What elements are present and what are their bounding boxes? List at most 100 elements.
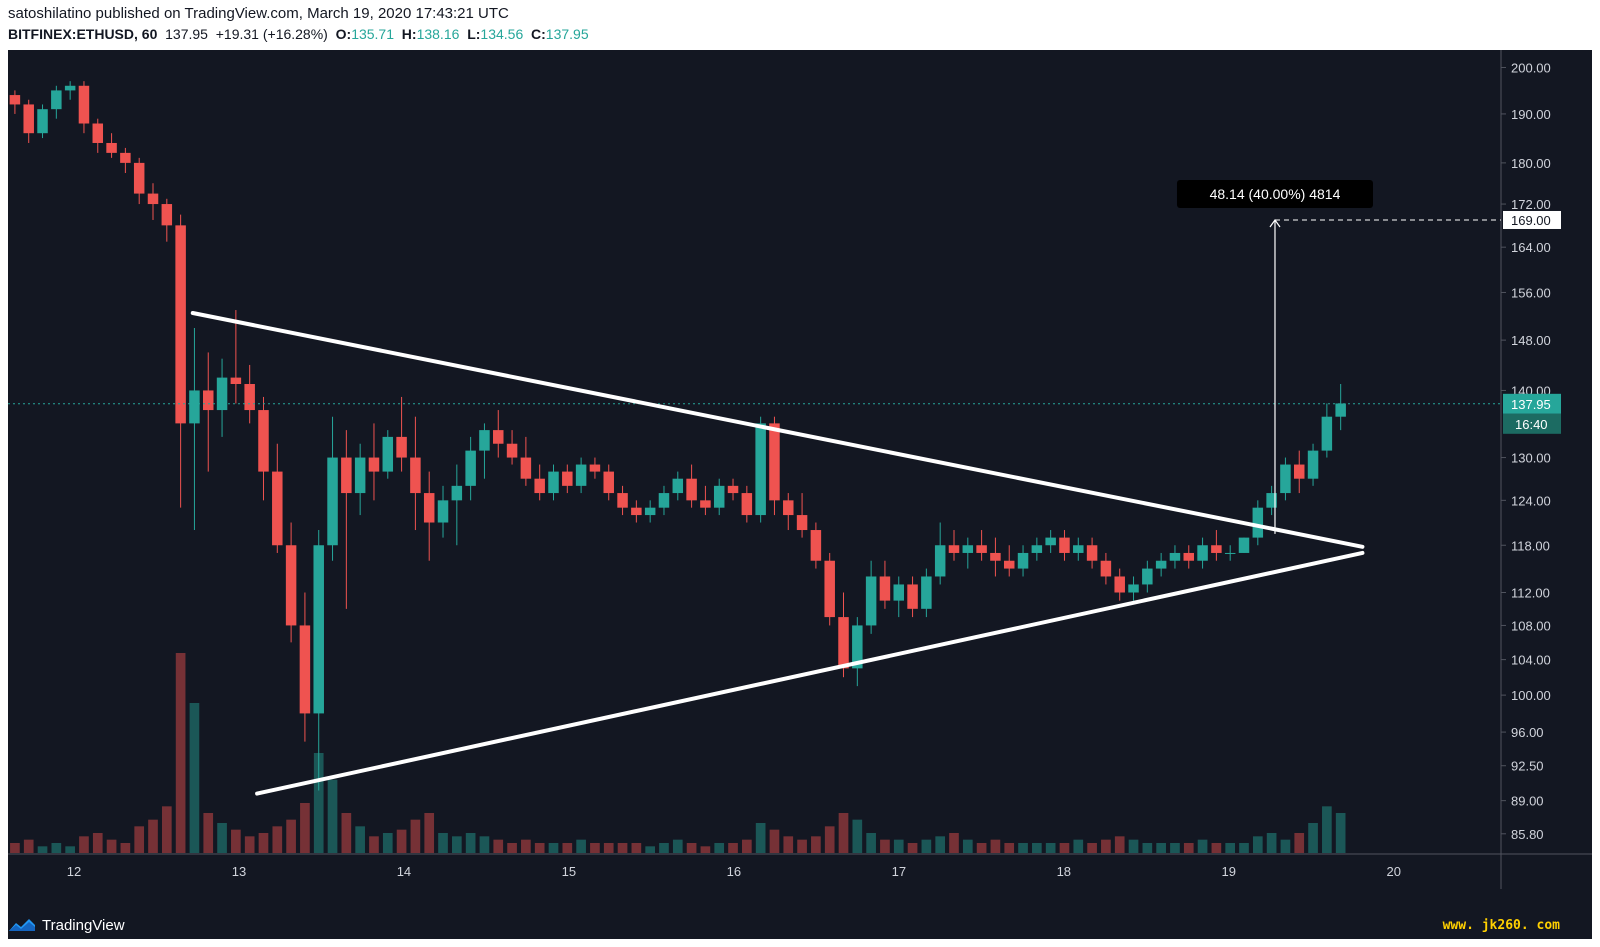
candle-body	[589, 464, 601, 472]
candle-body	[562, 471, 573, 486]
volume-bar	[921, 839, 932, 853]
chart-area[interactable]: 48.14 (40.00%) 4814 200.00 190.00 180.00 172…	[8, 50, 1592, 939]
candle-body	[1266, 493, 1277, 508]
time-tick-label: 12	[67, 864, 81, 879]
volume-bar	[521, 839, 531, 853]
volume-bar	[976, 843, 987, 853]
volume-bar	[217, 823, 227, 853]
candle-body	[700, 500, 711, 508]
candle-body	[341, 457, 352, 494]
candle-body	[658, 493, 670, 508]
candle-body	[1045, 537, 1056, 546]
volume-bar	[962, 839, 973, 853]
volume-bar	[686, 843, 697, 853]
volume-bar	[65, 846, 75, 853]
candle-body	[78, 85, 90, 124]
volume-bar	[272, 826, 283, 853]
volume-bar	[603, 843, 614, 853]
volume-bar	[1101, 839, 1111, 853]
candle-body	[437, 500, 449, 523]
volume-bar	[23, 839, 34, 853]
candle-body	[106, 142, 117, 153]
volume-bar	[534, 843, 545, 853]
candle-body	[603, 471, 614, 494]
volume-bar	[396, 829, 407, 853]
volume-bar	[79, 836, 89, 853]
candle-body	[1100, 560, 1112, 577]
volume-bar	[1170, 843, 1180, 853]
volume-bar	[286, 819, 296, 853]
candle-body	[755, 423, 766, 516]
tradingview-logo[interactable]: TradingView	[8, 914, 125, 936]
volume-bar	[341, 813, 352, 853]
price-tick-label: 118.00	[1511, 538, 1550, 553]
candle-body	[644, 507, 656, 516]
candle-body	[865, 576, 877, 626]
candle-body	[327, 457, 338, 546]
volume-bar	[1156, 843, 1166, 853]
price-tick-label: 100.00	[1511, 688, 1551, 703]
measure-label-box	[1176, 179, 1373, 208]
candle-body	[534, 478, 545, 494]
price-tick-label: 130.00	[1511, 451, 1551, 466]
candle-body	[976, 545, 987, 553]
candle-body	[617, 493, 628, 508]
volume-bar	[1322, 806, 1332, 853]
candle-body	[313, 545, 324, 714]
candle-body	[354, 457, 366, 494]
volume-bar	[1211, 843, 1222, 853]
volume-bar	[811, 836, 821, 853]
volume-bar	[742, 839, 752, 853]
price-tick-label: 124.00	[1511, 493, 1551, 508]
candle-body	[686, 478, 697, 501]
candle-body	[727, 485, 739, 494]
volume-bar	[1225, 843, 1236, 853]
candle-body	[368, 457, 380, 472]
volume-bar	[659, 843, 669, 853]
volume-bar	[1128, 839, 1139, 853]
candle-body	[962, 545, 974, 553]
candle-body	[1017, 552, 1029, 569]
volume-bar	[10, 843, 20, 853]
price-tick-label: 164.00	[1511, 240, 1551, 255]
open-label: O:	[335, 26, 352, 42]
candle-body	[1224, 552, 1236, 554]
candle-body	[92, 123, 104, 143]
price-tick-label: 89.00	[1511, 794, 1544, 809]
candle-body	[879, 576, 891, 601]
candle-body	[921, 576, 932, 609]
candle-body	[1031, 545, 1043, 553]
candle-body	[1155, 560, 1167, 569]
volume-bar	[258, 833, 269, 853]
candle-body	[382, 436, 394, 472]
candle-body	[120, 152, 131, 163]
volume-bar	[728, 843, 738, 853]
close-label: C:	[531, 26, 546, 42]
volume-bar	[617, 843, 628, 853]
volume-bar	[880, 839, 890, 853]
time-tick-label: 19	[1222, 864, 1236, 879]
volume-bar	[838, 813, 849, 853]
candle-body	[202, 390, 214, 411]
time-tick-label: 20	[1387, 864, 1401, 879]
volume-bar	[203, 813, 214, 853]
price-chart[interactable]: 48.14 (40.00%) 4814200.00190.00180.00172…	[8, 50, 1592, 939]
candle-body	[493, 430, 504, 444]
candle-body	[1086, 545, 1098, 561]
volume-bar	[990, 839, 1001, 853]
volume-bar	[576, 839, 586, 853]
price-tick-label: 180.00	[1511, 156, 1551, 171]
volume-bar	[1252, 836, 1263, 853]
candle-body	[1211, 545, 1222, 553]
volume-bar	[1087, 843, 1097, 853]
volume-bar	[590, 843, 600, 853]
candle-body	[1003, 560, 1015, 569]
high-label: H:	[401, 26, 417, 42]
volume-bar	[1183, 843, 1194, 853]
candle-body	[161, 204, 173, 226]
volume-bar	[949, 833, 959, 853]
candle-body	[838, 617, 849, 669]
candle-body	[1307, 450, 1319, 479]
volume-bar	[189, 703, 200, 853]
volume-bar	[1239, 843, 1249, 853]
